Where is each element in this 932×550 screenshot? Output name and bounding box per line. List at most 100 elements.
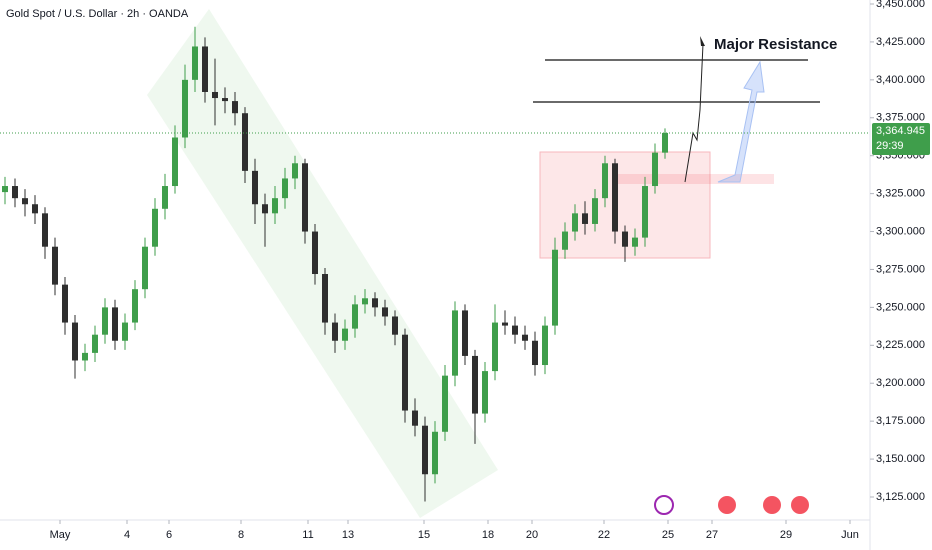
x-tick-label: 18 bbox=[482, 529, 494, 541]
candle-body bbox=[112, 307, 118, 341]
candle-body bbox=[72, 322, 78, 361]
event-icon bbox=[791, 496, 809, 514]
channel bbox=[147, 9, 498, 518]
x-tick-label: 20 bbox=[526, 529, 538, 541]
candle-body bbox=[442, 375, 448, 432]
candle-body bbox=[372, 298, 378, 308]
arrow-head bbox=[700, 36, 705, 46]
candle-body bbox=[342, 328, 348, 341]
y-tick-label: 3,200.000 bbox=[876, 377, 925, 389]
y-tick-label: 3,400.000 bbox=[876, 74, 925, 86]
candle-body bbox=[232, 101, 238, 114]
candle-body bbox=[52, 246, 58, 285]
countdown: 29:39 bbox=[876, 140, 904, 152]
last-price-box bbox=[872, 123, 930, 156]
candle-body bbox=[652, 152, 658, 187]
x-tick-label: 27 bbox=[706, 529, 718, 541]
candle-body bbox=[492, 322, 498, 372]
candle-body bbox=[462, 310, 468, 356]
candle-body bbox=[472, 355, 478, 414]
y-tick-label: 3,225.000 bbox=[876, 339, 925, 351]
projection-path bbox=[684, 43, 704, 183]
candle-body bbox=[42, 213, 48, 247]
candle-body bbox=[92, 334, 98, 353]
y-tick-label: 3,125.000 bbox=[876, 491, 925, 503]
candle-body bbox=[172, 137, 178, 187]
event-icon bbox=[763, 496, 781, 514]
candle-body bbox=[602, 163, 608, 199]
x-tick-label: 8 bbox=[238, 529, 244, 541]
candle-body bbox=[132, 289, 138, 323]
candle-body bbox=[552, 249, 558, 326]
candle-body bbox=[162, 186, 168, 209]
candle-body bbox=[202, 46, 208, 92]
zone-band bbox=[614, 174, 774, 184]
y-tick-label: 3,450.000 bbox=[876, 0, 925, 10]
candle-body bbox=[22, 198, 28, 205]
candle-body bbox=[452, 310, 458, 376]
candle-body bbox=[482, 371, 488, 414]
candle-body bbox=[352, 304, 358, 329]
candle-body bbox=[572, 213, 578, 232]
y-tick-label: 3,275.000 bbox=[876, 263, 925, 275]
y-tick-label: 3,175.000 bbox=[876, 415, 925, 427]
candle-body bbox=[662, 132, 668, 153]
candle-body bbox=[62, 284, 68, 323]
candle-body bbox=[622, 231, 628, 247]
y-tick-label: 3,300.000 bbox=[876, 225, 925, 237]
candle-body bbox=[512, 325, 518, 335]
candle-body bbox=[332, 322, 338, 341]
candle-body bbox=[222, 98, 228, 102]
y-tick-label: 3,250.000 bbox=[876, 301, 925, 313]
x-tick-label: 25 bbox=[662, 529, 674, 541]
x-tick-label: 15 bbox=[418, 529, 430, 541]
x-tick-label: 13 bbox=[342, 529, 354, 541]
x-tick-label: Jun bbox=[841, 529, 859, 541]
candle-body bbox=[412, 410, 418, 426]
candle-body bbox=[282, 178, 288, 199]
candle-body bbox=[262, 204, 268, 214]
candle-body bbox=[192, 46, 198, 80]
candle-body bbox=[242, 113, 248, 171]
x-tick-label: May bbox=[50, 529, 71, 541]
chart-title: Gold Spot / U.S. Dollar · 2h · OANDA bbox=[6, 8, 189, 20]
candle-body bbox=[382, 307, 388, 317]
candle-body bbox=[392, 316, 398, 335]
candle-body bbox=[252, 170, 258, 205]
candle-body bbox=[402, 334, 408, 411]
candle-body bbox=[32, 204, 38, 214]
event-icon bbox=[718, 496, 736, 514]
y-tick-label: 3,425.000 bbox=[876, 36, 925, 48]
candle-body bbox=[142, 246, 148, 290]
candle-body bbox=[362, 298, 368, 305]
candle-body bbox=[542, 325, 548, 366]
candle-body bbox=[272, 198, 278, 214]
annotation: Major Resistance bbox=[714, 36, 837, 53]
candle-body bbox=[532, 340, 538, 366]
candle-body bbox=[422, 425, 428, 475]
last-price-label: 3,364.945 bbox=[876, 125, 925, 137]
x-tick-label: 6 bbox=[166, 529, 172, 541]
candle-body bbox=[292, 163, 298, 179]
candle-body bbox=[82, 352, 88, 361]
candle-body bbox=[302, 163, 308, 232]
candle-body bbox=[212, 91, 218, 99]
x-tick-label: 22 bbox=[598, 529, 610, 541]
candle-body bbox=[152, 208, 158, 247]
x-tick-label: 29 bbox=[780, 529, 792, 541]
event-icon bbox=[654, 495, 674, 515]
candle-body bbox=[312, 231, 318, 275]
x-tick-label: 11 bbox=[302, 529, 313, 541]
x-tick-label: 4 bbox=[124, 529, 130, 541]
blue-arrow bbox=[717, 60, 765, 183]
candle-body bbox=[642, 186, 648, 238]
y-tick-label: 3,325.000 bbox=[876, 188, 925, 200]
y-tick-label: 3,375.000 bbox=[876, 112, 925, 124]
candle-body bbox=[592, 198, 598, 224]
candle-body bbox=[322, 274, 328, 323]
candle-body bbox=[582, 213, 588, 224]
candle-body bbox=[102, 307, 108, 335]
candle-body bbox=[522, 334, 528, 341]
candle-body bbox=[612, 163, 618, 232]
